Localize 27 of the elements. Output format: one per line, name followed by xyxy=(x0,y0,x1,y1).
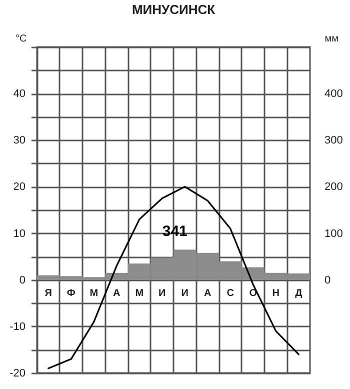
x-tick-label: Я xyxy=(44,288,52,299)
y-tick-label: 20 xyxy=(13,181,26,194)
y2-tick-label: 100 xyxy=(324,228,343,240)
y2-tick-label: 400 xyxy=(324,88,343,100)
y-axis-title: °C xyxy=(16,34,27,44)
y2-axis-title: мм xyxy=(324,34,339,44)
y-tick-label: 0 xyxy=(19,274,26,286)
y-tick-label: 40 xyxy=(13,88,26,100)
x-tick-label: И xyxy=(181,288,188,299)
y-tick-label: 10 xyxy=(13,228,26,240)
x-tick-label: О xyxy=(249,288,258,299)
y-tick-label: 30 xyxy=(13,134,26,147)
x-tick-label: Ф xyxy=(66,288,76,299)
chart-title: МИНУСИНСК xyxy=(132,2,216,17)
y-tick-label: -20 xyxy=(10,368,26,380)
x-tick-label: С xyxy=(226,288,234,299)
x-tick-label: А xyxy=(113,288,120,299)
x-tick-label: М xyxy=(135,288,144,299)
y2-tick-label: 300 xyxy=(324,134,343,147)
x-tick-label: Н xyxy=(272,288,280,299)
x-tick-label: М xyxy=(90,288,98,299)
y2-tick-label: 0 xyxy=(324,274,331,286)
y-tick-label: -10 xyxy=(10,320,26,333)
y2-tick-label: 200 xyxy=(324,181,343,194)
x-tick-label: А xyxy=(204,288,212,299)
x-tick-label: Д xyxy=(295,288,302,299)
x-tick-label: И xyxy=(158,288,166,299)
